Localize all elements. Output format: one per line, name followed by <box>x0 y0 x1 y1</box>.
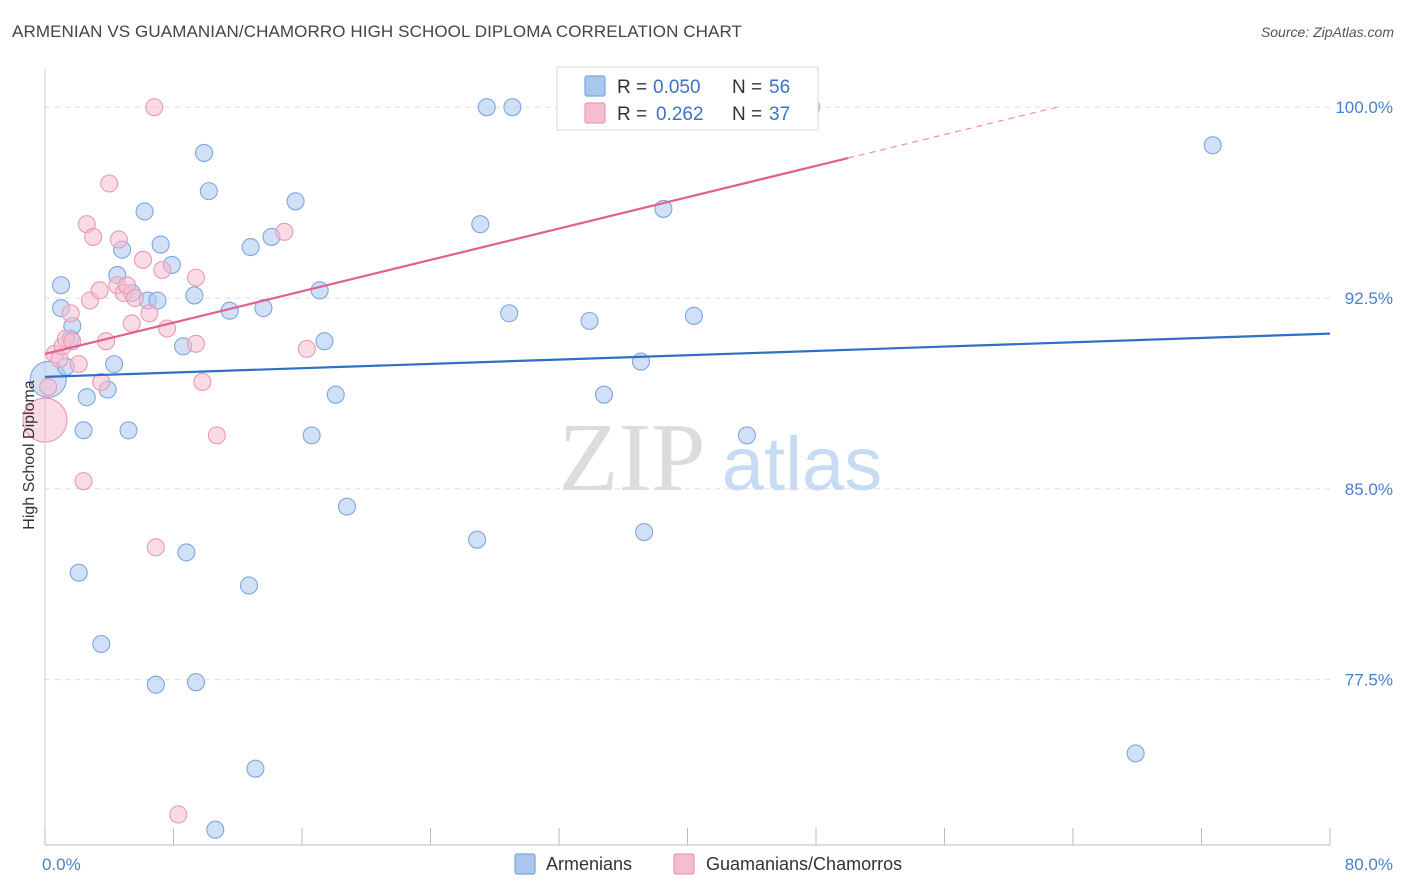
y-tick-label-2: 85.0% <box>1345 480 1393 499</box>
trend-line-guamanians-extension <box>847 106 1058 159</box>
point-guamanians-8 <box>69 355 88 374</box>
point-armenians-48 <box>594 385 614 404</box>
point-guamanians-24 <box>140 304 159 323</box>
point-guamanians-6 <box>61 304 80 323</box>
point-armenians-54 <box>1126 744 1145 763</box>
y-tick-labels: 100.0% 92.5% 85.0% 77.5% <box>1335 98 1393 689</box>
point-guamanians-33 <box>207 426 226 445</box>
legend-r-label-2: R = <box>617 104 647 125</box>
point-armenians-31 <box>241 238 260 257</box>
bottom-legend-guamanians: Guamanians/Chamorros <box>706 854 902 874</box>
point-guamanians-22 <box>125 288 144 308</box>
point-armenians-40 <box>337 497 357 516</box>
point-armenians-41 <box>468 530 487 549</box>
point-guamanians-30 <box>186 268 206 287</box>
legend-n-label-2: N = <box>732 104 762 125</box>
point-guamanians-31 <box>186 334 206 353</box>
axes <box>44 69 1331 846</box>
legend-swatch-armenians <box>584 75 606 97</box>
legend-r-label-1: R = <box>617 77 647 98</box>
point-armenians-18 <box>146 675 165 694</box>
trend-line-armenians <box>44 332 1331 378</box>
point-armenians-19 <box>148 291 167 310</box>
top-legend: R = 0.050 N = 56 R = 0.262 N = 37 <box>556 66 819 131</box>
bottom-legend-swatch-armenians <box>514 853 536 875</box>
legend-n-value-1: 56 <box>769 77 790 98</box>
point-guamanians-20 <box>117 276 136 295</box>
point-armenians-6 <box>69 563 88 582</box>
point-armenians-22 <box>177 543 196 562</box>
trend-line-guamanians <box>44 156 849 356</box>
point-armenians-8 <box>77 388 96 407</box>
watermark: ZIP atlas <box>559 404 883 512</box>
point-armenians-30 <box>239 576 259 595</box>
legend-r-value-1: 0.050 <box>653 77 701 98</box>
point-armenians-2 <box>52 276 71 295</box>
bottom-legend-swatch-guamanians <box>673 853 695 875</box>
point-armenians-11 <box>105 355 124 374</box>
chart-title: ARMENIAN VS GUAMANIAN/CHAMORRO HIGH SCHO… <box>12 22 743 41</box>
y-tick-label-0: 100.0% <box>1335 98 1393 117</box>
point-guamanians-0 <box>22 397 68 443</box>
x-tick-label-1: 80.0% <box>1345 855 1393 874</box>
source-label: Source: ZipAtlas.com <box>1260 24 1394 40</box>
point-armenians-14 <box>119 421 138 440</box>
point-guamanians-23 <box>133 250 153 269</box>
gridlines <box>45 106 1330 681</box>
point-armenians-43 <box>477 98 496 117</box>
point-guamanians-34 <box>275 222 294 241</box>
point-armenians-53 <box>737 426 756 445</box>
point-armenians-42 <box>471 215 490 234</box>
point-guamanians-16 <box>100 174 119 193</box>
point-armenians-45 <box>500 304 519 323</box>
point-guamanians-25 <box>145 98 164 117</box>
point-armenians-47 <box>580 311 599 330</box>
point-armenians-35 <box>286 192 305 211</box>
x-tick-label-0: 0.0% <box>42 855 81 874</box>
point-armenians-23 <box>185 286 204 305</box>
point-guamanians-29 <box>169 805 188 824</box>
legend-n-label-1: N = <box>732 77 762 98</box>
point-guamanians-1 <box>39 377 58 397</box>
y-axis-label: High School Diploma <box>21 380 38 530</box>
point-armenians-26 <box>194 143 214 163</box>
legend-n-value-2: 37 <box>769 104 790 125</box>
bottom-legend-armenians: Armenians <box>546 854 632 874</box>
point-armenians-55 <box>1203 136 1222 155</box>
point-armenians-25 <box>186 673 206 692</box>
data-points <box>22 98 1222 839</box>
point-armenians-7 <box>74 421 93 440</box>
point-armenians-52 <box>684 306 703 325</box>
point-armenians-44 <box>503 98 522 117</box>
point-armenians-27 <box>199 182 218 201</box>
watermark-zip: ZIP <box>559 404 706 512</box>
point-armenians-39 <box>326 385 345 404</box>
point-guamanians-13 <box>90 281 109 300</box>
x-tick-labels: 0.0% 80.0% <box>42 855 1393 874</box>
point-guamanians-18 <box>109 230 128 249</box>
point-guamanians-9 <box>74 472 93 491</box>
point-armenians-9 <box>92 634 111 654</box>
point-armenians-16 <box>135 202 154 221</box>
point-armenians-50 <box>635 523 654 542</box>
point-guamanians-27 <box>153 260 172 280</box>
point-guamanians-26 <box>146 538 165 557</box>
legend-r-value-2: 0.262 <box>656 104 704 125</box>
y-tick-label-1: 92.5% <box>1345 289 1393 308</box>
legend-swatch-guamanians <box>584 102 606 124</box>
point-armenians-28 <box>206 820 225 839</box>
bottom-legend: Armenians Guamanians/Chamorros <box>514 853 902 875</box>
point-armenians-20 <box>151 235 170 254</box>
point-guamanians-32 <box>193 372 212 391</box>
point-guamanians-12 <box>84 227 103 246</box>
point-armenians-32 <box>246 759 265 778</box>
point-armenians-38 <box>315 332 334 351</box>
point-guamanians-21 <box>122 314 141 333</box>
point-guamanians-14 <box>92 372 111 391</box>
point-guamanians-35 <box>297 339 316 358</box>
point-armenians-36 <box>302 426 321 445</box>
trend-lines <box>44 106 1331 378</box>
y-tick-label-3: 77.5% <box>1345 671 1393 690</box>
